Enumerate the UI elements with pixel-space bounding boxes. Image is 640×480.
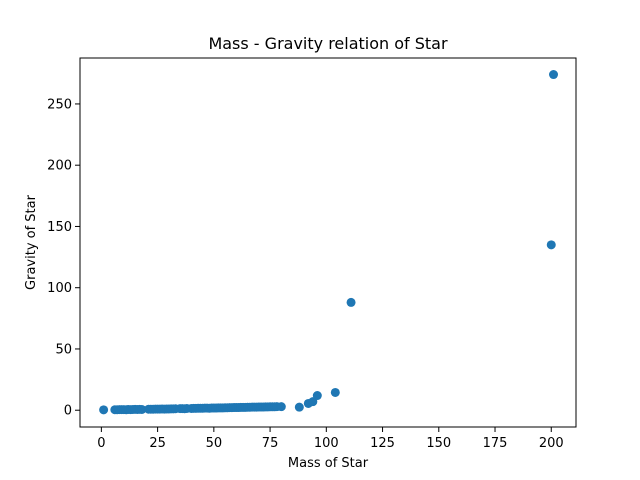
data-point bbox=[549, 70, 559, 80]
y-tick-label: 200 bbox=[47, 159, 72, 174]
data-points bbox=[99, 70, 559, 415]
x-tick-label: 0 bbox=[97, 436, 105, 451]
x-tick-label: 125 bbox=[370, 436, 395, 451]
data-point bbox=[137, 404, 147, 414]
data-point bbox=[546, 240, 556, 250]
data-point bbox=[99, 405, 109, 415]
chart-title: Mass - Gravity relation of Star bbox=[208, 34, 448, 53]
data-point bbox=[346, 297, 356, 307]
x-tick-label: 150 bbox=[426, 436, 451, 451]
y-tick-label: 0 bbox=[64, 404, 72, 419]
data-point bbox=[294, 402, 304, 412]
x-tick-label: 50 bbox=[206, 436, 223, 451]
x-tick-label: 100 bbox=[314, 436, 339, 451]
x-axis-ticks: 0 25 50 75 100 125 150 175 200 bbox=[97, 427, 564, 451]
axes-frame bbox=[79, 57, 577, 428]
x-tick-label: 25 bbox=[149, 436, 166, 451]
y-tick-label: 150 bbox=[47, 220, 72, 235]
x-tick-label: 75 bbox=[262, 436, 279, 451]
data-point bbox=[276, 402, 286, 412]
y-axis-label: Gravity of Star bbox=[24, 194, 39, 290]
x-tick-label: 200 bbox=[539, 436, 564, 451]
y-tick-label: 50 bbox=[55, 342, 72, 357]
x-axis-label: Mass of Star bbox=[288, 456, 369, 471]
y-tick-label: 250 bbox=[47, 97, 72, 112]
y-tick-label: 100 bbox=[47, 281, 72, 296]
x-tick-label: 175 bbox=[483, 436, 508, 451]
data-point bbox=[312, 391, 322, 401]
y-axis-ticks: 0 50 100 150 200 250 bbox=[47, 97, 80, 419]
data-point bbox=[330, 387, 340, 397]
